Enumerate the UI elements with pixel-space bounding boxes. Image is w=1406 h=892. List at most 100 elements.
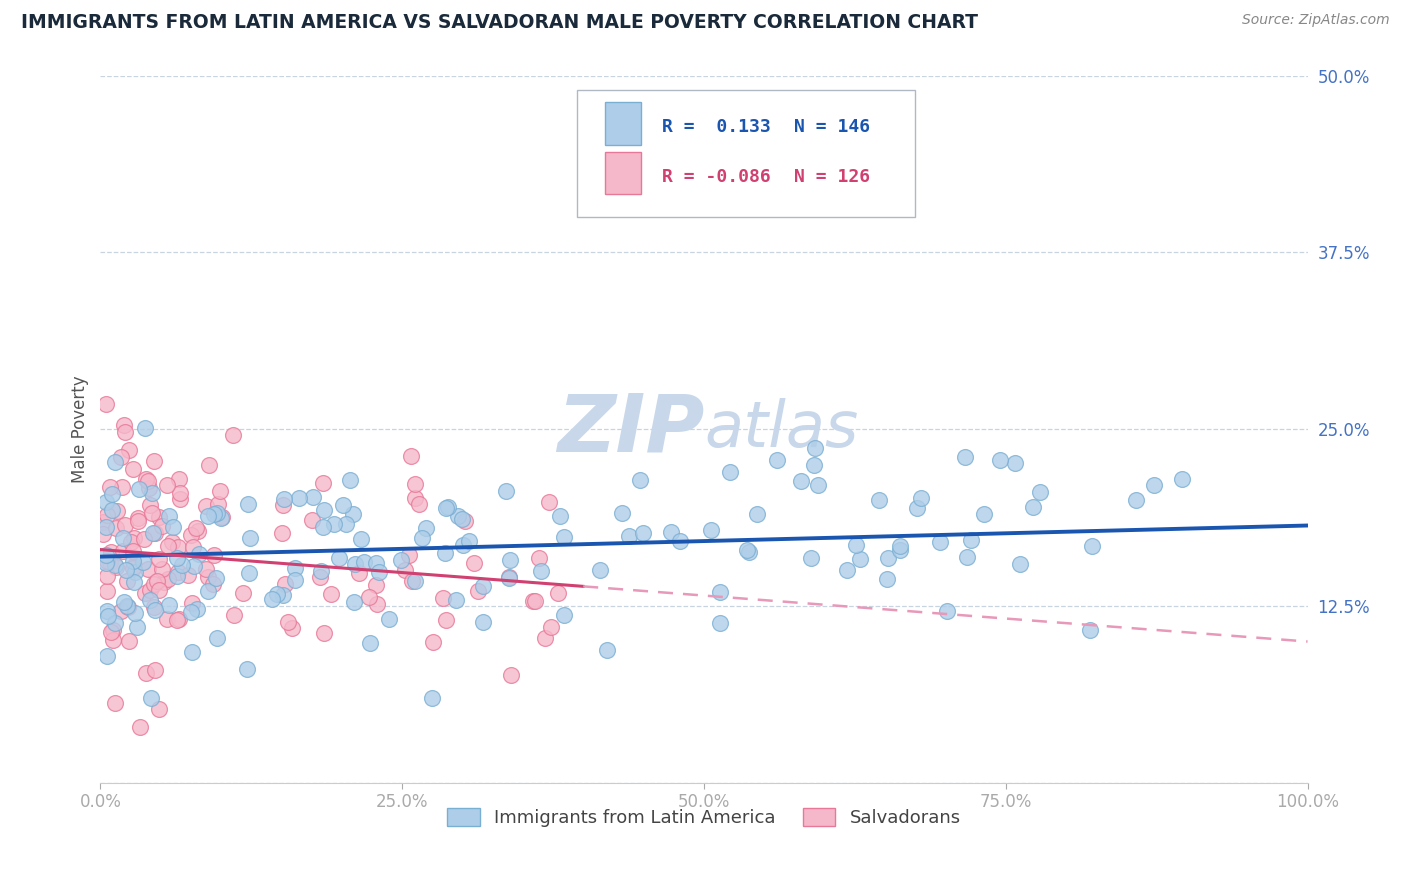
Point: [100, 545, 122, 559]
Point: [454, 514, 477, 528]
Point: [143, 600, 166, 615]
Point: [404, 491, 426, 505]
Point: [498, 570, 520, 584]
Point: [274, 577, 297, 591]
Point: [610, 506, 633, 520]
Point: [589, 563, 612, 577]
Point: [889, 539, 911, 553]
Point: [166, 551, 188, 566]
Point: [910, 491, 932, 506]
Point: [208, 483, 231, 498]
Point: [118, 443, 141, 458]
Point: [273, 491, 295, 506]
Point: [211, 510, 233, 524]
Point: [239, 532, 262, 546]
Point: [143, 603, 166, 617]
Point: [399, 449, 422, 463]
Point: [364, 578, 387, 592]
Point: [172, 558, 194, 572]
Point: [157, 572, 180, 586]
Point: [197, 508, 219, 523]
Text: ZIP: ZIP: [557, 391, 704, 468]
Point: [433, 546, 456, 560]
Point: [929, 534, 952, 549]
Point: [141, 485, 163, 500]
Point: [118, 634, 141, 648]
Point: [104, 558, 127, 572]
Point: [447, 509, 470, 524]
Point: [195, 562, 218, 576]
Point: [700, 523, 723, 537]
Text: N = 126: N = 126: [794, 168, 870, 186]
Point: [148, 701, 170, 715]
Point: [339, 473, 361, 487]
Point: [633, 526, 655, 541]
Point: [143, 664, 166, 678]
Point: [453, 538, 475, 552]
Point: [420, 691, 443, 706]
Point: [1029, 485, 1052, 500]
Point: [100, 624, 122, 639]
Point: [148, 551, 170, 566]
Point: [183, 558, 205, 573]
Point: [398, 548, 420, 562]
Point: [889, 543, 911, 558]
Point: [659, 524, 682, 539]
Point: [101, 633, 124, 648]
Point: [157, 598, 180, 612]
Point: [148, 510, 170, 524]
Point: [122, 554, 145, 568]
Point: [202, 576, 225, 591]
Point: [198, 458, 221, 472]
Point: [139, 499, 162, 513]
Point: [401, 574, 423, 589]
Point: [353, 555, 375, 569]
Point: [129, 720, 152, 734]
Point: [357, 590, 380, 604]
Point: [366, 597, 388, 611]
Point: [122, 544, 145, 558]
Text: R = -0.086: R = -0.086: [662, 168, 770, 186]
Point: [104, 616, 127, 631]
Point: [138, 482, 160, 496]
Point: [115, 599, 138, 613]
Point: [104, 696, 127, 710]
Point: [127, 514, 149, 528]
Point: [232, 585, 254, 599]
Point: [845, 538, 868, 552]
Point: [207, 497, 229, 511]
Text: Source: ZipAtlas.com: Source: ZipAtlas.com: [1241, 13, 1389, 28]
Point: [114, 563, 136, 577]
Point: [328, 550, 350, 565]
Point: [534, 631, 557, 645]
Point: [314, 626, 336, 640]
Point: [160, 534, 183, 549]
Point: [238, 497, 260, 511]
Point: [349, 566, 371, 580]
Point: [141, 506, 163, 520]
Point: [432, 591, 454, 605]
Point: [96, 557, 118, 571]
Point: [271, 588, 294, 602]
Point: [437, 500, 460, 514]
Point: [101, 487, 124, 501]
Point: [472, 615, 495, 629]
Point: [224, 607, 246, 622]
Point: [157, 539, 180, 553]
Point: [96, 495, 118, 509]
Point: [523, 594, 546, 608]
FancyBboxPatch shape: [578, 90, 915, 217]
Point: [876, 572, 898, 586]
Point: [146, 574, 169, 589]
Point: [143, 526, 166, 541]
Point: [96, 508, 118, 522]
Point: [127, 511, 149, 525]
Point: [236, 662, 259, 676]
Point: [139, 593, 162, 607]
Text: R =  0.133: R = 0.133: [662, 118, 770, 136]
Point: [1081, 539, 1104, 553]
Point: [166, 566, 188, 580]
Point: [101, 503, 124, 517]
Point: [335, 516, 357, 531]
Point: [180, 528, 202, 542]
